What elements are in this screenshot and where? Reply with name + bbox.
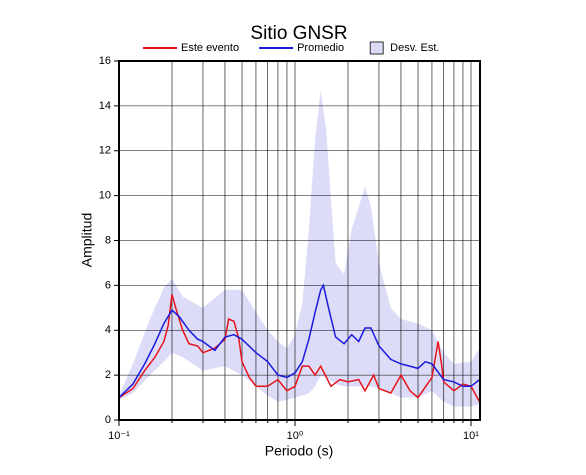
legend-label: Desv. Est. — [390, 42, 439, 54]
std-band — [119, 90, 480, 407]
y-tick-label: 4 — [105, 324, 111, 336]
legend-label: Este evento — [181, 42, 239, 54]
y-tick-label: 16 — [99, 55, 111, 67]
x-tick-label: 10⁻¹ — [108, 430, 130, 442]
y-tick-label: 2 — [105, 369, 111, 381]
series-line — [118, 294, 481, 403]
series-line — [118, 283, 481, 399]
chart-title: Sitio GNSR — [250, 23, 347, 44]
legend-swatch — [369, 41, 384, 55]
y-axis-label: Amplitud — [79, 213, 95, 267]
x-tick-label: 10⁰ — [287, 430, 304, 442]
y-tick-label: 0 — [105, 414, 111, 426]
x-tick-label: 10¹ — [463, 430, 479, 442]
y-tick-label: 10 — [99, 190, 111, 202]
y-tick-label: 8 — [105, 234, 111, 246]
x-axis-label: Periodo (s) — [265, 443, 333, 459]
y-tick-label: 12 — [99, 145, 111, 157]
legend-label: Promedio — [297, 42, 344, 54]
y-tick-label: 6 — [105, 279, 111, 291]
plot-frame — [118, 60, 481, 421]
y-tick-label: 14 — [99, 100, 111, 112]
